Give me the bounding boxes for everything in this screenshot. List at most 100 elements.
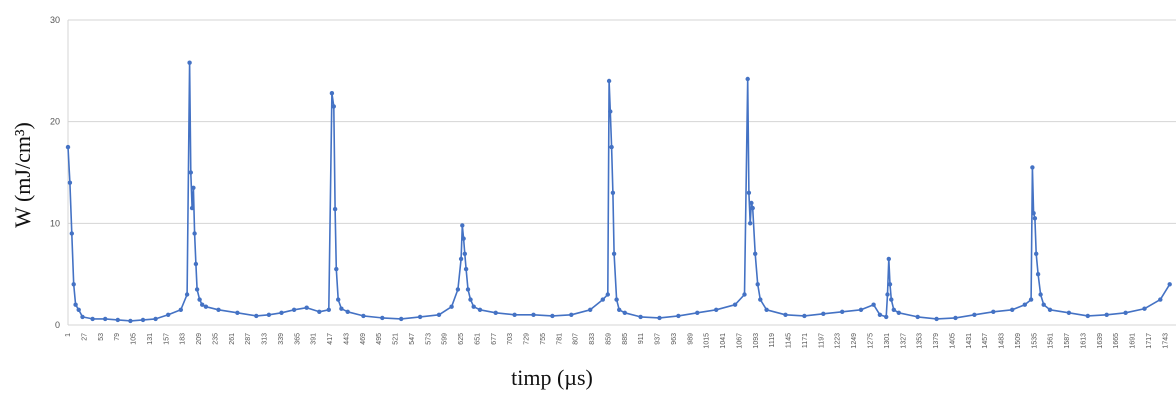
data-point <box>461 236 466 241</box>
data-point <box>588 307 593 312</box>
data-point <box>886 256 891 262</box>
data-point <box>1032 216 1038 221</box>
data-point <box>1085 313 1091 319</box>
data-point <box>80 314 85 320</box>
data-point <box>361 313 366 319</box>
data-point <box>732 302 738 307</box>
x-tick-label: 1665 <box>1113 333 1120 349</box>
x-tick-label: 625 <box>458 333 465 345</box>
data-point <box>153 316 158 322</box>
x-tick-label: 1691 <box>1130 333 1137 349</box>
x-tick-label: 1327 <box>900 333 907 349</box>
data-point <box>235 310 240 315</box>
data-point <box>103 316 108 322</box>
data-point <box>326 307 331 312</box>
data-point <box>871 302 876 307</box>
data-point <box>194 287 200 292</box>
x-tick-label: 365 <box>294 333 301 345</box>
x-tick-label: 235 <box>212 333 219 345</box>
data-point <box>69 231 75 236</box>
data-point <box>67 180 73 185</box>
data-point <box>749 200 754 206</box>
data-point <box>764 307 769 312</box>
x-tick-label: 1275 <box>867 333 874 349</box>
x-tick-label: 1431 <box>966 333 973 349</box>
data-point <box>73 302 78 307</box>
data-point <box>332 206 338 212</box>
data-point <box>1104 312 1109 317</box>
x-tick-label: 183 <box>180 333 187 345</box>
data-point <box>468 297 473 302</box>
data-point <box>90 316 95 322</box>
data-point <box>460 223 465 228</box>
data-point <box>449 304 454 309</box>
x-tick-label: 417 <box>327 333 334 345</box>
data-point <box>1047 307 1053 312</box>
x-tick-label: 729 <box>524 333 531 345</box>
data-point <box>1041 302 1046 307</box>
data-point <box>380 315 385 321</box>
data-point <box>197 297 202 302</box>
data-point <box>753 251 758 256</box>
data-point <box>477 307 483 312</box>
x-tick-label: 391 <box>311 333 318 345</box>
data-point <box>550 313 555 319</box>
data-point <box>885 292 890 297</box>
x-tick-label: 1119 <box>769 333 776 348</box>
x-tick-label: 495 <box>376 333 383 345</box>
x-tick-label: 1509 <box>1015 333 1022 349</box>
data-point <box>345 309 350 314</box>
x-tick-label: 1483 <box>999 333 1006 349</box>
x-tick-label: 599 <box>442 333 449 345</box>
data-point <box>512 312 517 317</box>
data-point <box>840 309 845 314</box>
x-tick-label: 443 <box>343 333 350 345</box>
x-tick-label: 1223 <box>835 333 842 349</box>
data-point <box>746 190 752 195</box>
y-tick-label: 30 <box>50 15 60 25</box>
data-point <box>200 302 205 307</box>
data-point <box>758 297 763 302</box>
x-tick-label: 755 <box>540 333 547 345</box>
x-tick-label: 651 <box>474 333 481 345</box>
x-tick-label: 27 <box>81 333 88 341</box>
data-point <box>71 282 76 287</box>
data-point <box>742 292 747 297</box>
x-axis-title: timp (µs) <box>511 365 593 390</box>
data-point <box>609 144 614 150</box>
data-point <box>891 307 896 312</box>
x-tick-label: 1405 <box>949 333 956 349</box>
y-axis-ticks: 0 10 20 30 <box>50 15 60 330</box>
x-tick-label: 131 <box>147 333 154 345</box>
data-point <box>336 297 341 302</box>
data-point <box>755 282 760 287</box>
data-point <box>331 104 336 109</box>
data-point <box>216 307 221 312</box>
data-point <box>203 304 209 309</box>
x-tick-label: 1379 <box>933 333 940 349</box>
data-point <box>1028 297 1034 302</box>
series-group <box>65 60 1172 324</box>
data-point <box>896 310 901 315</box>
x-tick-label: 1561 <box>1048 333 1055 349</box>
data-point <box>972 312 977 317</box>
x-tick-label: 1301 <box>884 333 891 349</box>
x-tick-label: 1587 <box>1064 333 1071 349</box>
data-point <box>455 287 461 292</box>
data-point <box>65 144 71 150</box>
x-tick-label: 1093 <box>753 333 760 349</box>
data-point <box>676 313 681 319</box>
x-tick-label: 703 <box>507 333 514 345</box>
x-tick-label: 1 <box>65 333 72 337</box>
data-point <box>600 297 605 302</box>
x-tick-label: 1457 <box>982 333 989 349</box>
data-point <box>166 312 171 317</box>
data-point <box>657 315 662 321</box>
data-point <box>953 315 958 321</box>
x-tick-label: 1639 <box>1097 333 1104 349</box>
x-tick-label: 1145 <box>786 333 793 348</box>
data-point <box>191 185 196 190</box>
x-tick-label: 1197 <box>818 333 825 348</box>
x-tick-label: 573 <box>425 333 432 345</box>
